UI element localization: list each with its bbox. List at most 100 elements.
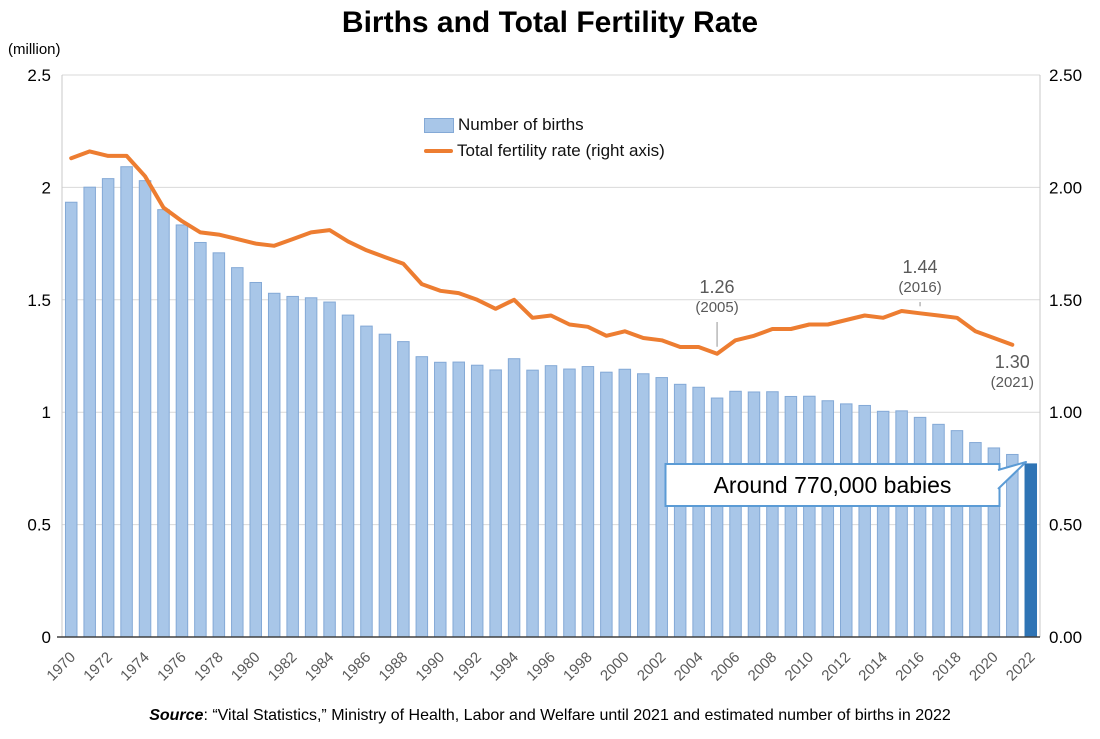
- bar-1991: [452, 361, 465, 638]
- bar-2007: [747, 391, 761, 638]
- x-axis-tick: 2012: [818, 649, 854, 685]
- right-axis-tick: 0.00: [1049, 628, 1082, 647]
- right-axis-tick: 1.00: [1049, 403, 1082, 422]
- left-axis-tick: 0: [42, 628, 51, 647]
- bar-2022-highlight: [1024, 463, 1038, 638]
- x-axis-tick: 1972: [80, 649, 116, 685]
- bar-2006: [729, 390, 742, 638]
- x-axis-tick: 2000: [597, 649, 633, 685]
- source-text: : “Vital Statistics,” Ministry of Health…: [203, 707, 951, 724]
- right-axis-tick: 0.50: [1049, 516, 1082, 535]
- bar-2016: [913, 416, 927, 638]
- callout-box: [664, 463, 1001, 507]
- x-axis-tick: 1976: [154, 649, 190, 685]
- x-axis-tick: 2004: [671, 649, 707, 685]
- bar-1996: [544, 365, 558, 638]
- callout-tail: [997, 461, 1027, 490]
- x-axis-tick: 2020: [966, 649, 1002, 685]
- bar-2013: [858, 404, 871, 638]
- bar-1981: [267, 292, 281, 638]
- annotation-2016: 1.44 (2016): [860, 256, 980, 297]
- x-axis-tick: 1978: [191, 649, 227, 685]
- left-axis-tick: 1.5: [27, 291, 51, 310]
- bar-1984: [323, 301, 336, 638]
- annotation-2021: 1.30 (2021): [952, 351, 1072, 392]
- bar-2004: [692, 386, 705, 638]
- bar-2005: [710, 397, 724, 638]
- bar-2012: [840, 403, 853, 638]
- x-axis-tick: 2022: [1003, 649, 1039, 685]
- bar-1980: [249, 281, 262, 638]
- bar-1997: [563, 368, 576, 638]
- bar-1973: [120, 166, 133, 638]
- right-axis-tick: 1.50: [1049, 291, 1082, 310]
- left-axis-tick: 0.5: [27, 516, 51, 535]
- bar-1982: [286, 295, 299, 638]
- tfr-line: [69, 149, 1015, 356]
- legend-item-tfr: Total fertility rate (right axis): [424, 138, 665, 164]
- bar-1972: [101, 178, 115, 638]
- x-axis-tick: 2010: [782, 649, 818, 685]
- x-axis-tick: 1990: [412, 649, 448, 685]
- tfr-line-swatch-icon: [424, 148, 453, 154]
- annotation-2005-value: 1.26: [699, 277, 735, 297]
- x-axis-tick: 1994: [486, 649, 522, 685]
- right-axis-tick: 2.00: [1049, 178, 1082, 197]
- bar-1976: [175, 224, 189, 638]
- bar-1999: [600, 371, 613, 638]
- bar-2015: [895, 410, 908, 638]
- bar-2014: [876, 410, 890, 638]
- x-axis-tick: 1996: [523, 649, 559, 685]
- annotation-2021-year: (2021): [990, 373, 1034, 391]
- bar-2008: [766, 391, 779, 638]
- bar-1992: [470, 364, 484, 638]
- x-axis-tick: 1992: [449, 649, 485, 685]
- annotation-2005: 1.26 (2005): [657, 276, 777, 317]
- bar-1974: [138, 180, 152, 638]
- right-axis-tick: 2.50: [1049, 66, 1082, 85]
- legend-tfr-label: Total fertility rate (right axis): [457, 141, 665, 160]
- bar-2021: [1006, 453, 1019, 638]
- x-axis-tick: 1970: [43, 649, 79, 685]
- bar-1987: [378, 333, 392, 638]
- annotation-2016-value: 1.44: [902, 257, 938, 277]
- bar-1979: [231, 267, 244, 638]
- bar-2003: [673, 383, 687, 638]
- annotation-2016-year: (2016): [898, 278, 942, 296]
- legend: Number of births Total fertility rate (r…: [424, 112, 665, 164]
- x-axis-tick: 2008: [745, 649, 781, 685]
- x-axis-tick: 2014: [855, 649, 891, 685]
- bar-2001: [637, 373, 650, 638]
- source-label: Source: [149, 707, 204, 724]
- x-axis-tick: 2018: [929, 649, 965, 685]
- bar-2018: [950, 430, 964, 638]
- left-axis-tick: 2.5: [27, 66, 51, 85]
- chart-title: Births and Total Fertility Rate: [341, 6, 759, 39]
- callout-2022-births: Around 770,000 babies: [713, 472, 952, 498]
- x-axis-tick: 1986: [339, 649, 375, 685]
- bar-1983: [304, 297, 318, 638]
- bar-2000: [618, 368, 632, 638]
- bar-2002: [655, 377, 668, 638]
- bar-1977: [194, 241, 207, 638]
- x-axis-tick: 1974: [117, 649, 153, 685]
- bar-1990: [434, 361, 447, 638]
- left-axis-tick: 1: [42, 403, 51, 422]
- x-axis-tick: 1982: [265, 649, 301, 685]
- x-axis-tick: 1998: [560, 649, 596, 685]
- left-axis-unit-label: (million): [8, 41, 61, 58]
- left-axis-tick: 2: [42, 178, 51, 197]
- bar-1978: [212, 252, 226, 638]
- annotation-2005-year: (2005): [695, 298, 739, 316]
- bar-2017: [932, 423, 945, 638]
- legend-item-births: Number of births: [424, 112, 665, 138]
- bar-1985: [341, 314, 355, 638]
- bar-1988: [397, 341, 410, 638]
- annotation-2021-value: 1.30: [994, 352, 1030, 372]
- bar-1998: [581, 366, 595, 638]
- bar-2011: [821, 400, 835, 638]
- bar-1970: [64, 201, 78, 638]
- x-axis-tick: 1988: [376, 649, 412, 685]
